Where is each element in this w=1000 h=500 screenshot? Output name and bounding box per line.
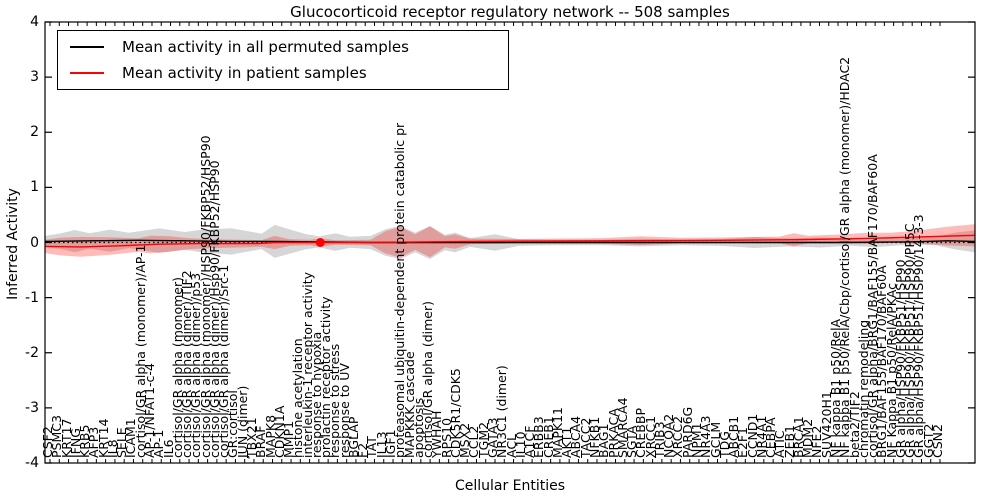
y-tick-label: 0 [30, 234, 39, 251]
legend-line-black [70, 46, 104, 48]
patient-mean-line [44, 234, 976, 248]
legend-item-patient: Mean activity in patient samples [70, 64, 498, 82]
x-tick-label: GR alpha/HSP90/FKBP51/HSP90/14-3-3 [911, 214, 927, 458]
y-tick-label: -4 [25, 455, 39, 471]
patient-marker-dot [315, 238, 325, 247]
legend-item-permuted: Mean activity in all permuted samples [70, 38, 498, 56]
y-tick-label: 3 [30, 69, 39, 86]
legend-label-permuted: Mean activity in all permuted samples [122, 38, 409, 56]
y-tick-label: -3 [25, 399, 39, 416]
y-tick-label: -1 [25, 289, 39, 306]
legend: Mean activity in all permuted samples Me… [57, 30, 509, 90]
y-axis-title: Inferred Activity [5, 188, 21, 300]
legend-line-red [70, 72, 104, 74]
y-tick-label: 1 [30, 179, 39, 196]
y-tick-label: -2 [25, 344, 39, 361]
x-axis-title: Cellular Entities [454, 478, 566, 494]
y-tick-label: 4 [30, 14, 39, 30]
legend-label-patient: Mean activity in patient samples [122, 64, 367, 82]
x-tick-label: CSN2 [930, 424, 945, 458]
y-tick-label: 2 [30, 124, 39, 141]
chart-title: Glucocorticoid receptor regulatory netwo… [290, 3, 730, 21]
